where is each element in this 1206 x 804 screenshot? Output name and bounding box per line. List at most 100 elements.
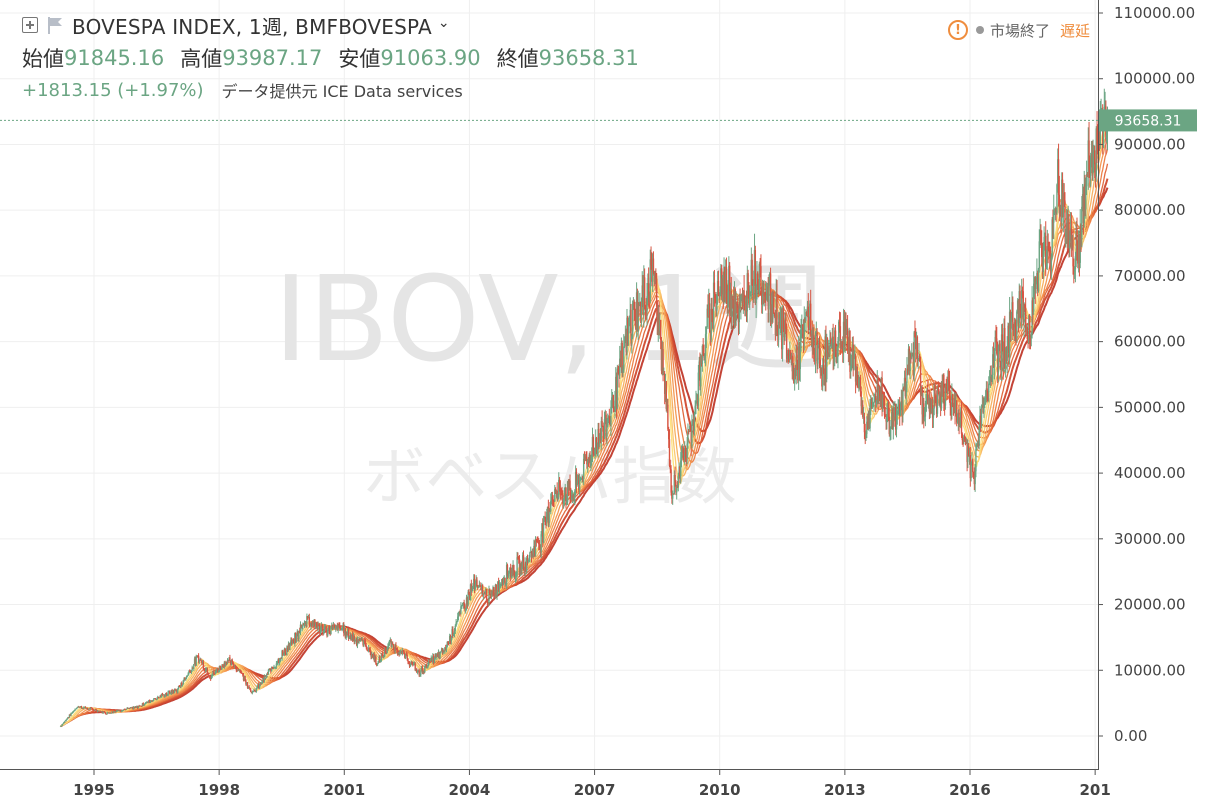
candle-body — [1050, 257, 1053, 271]
candle-body — [314, 619, 316, 629]
candle-body — [75, 708, 77, 710]
candle-body — [336, 626, 339, 631]
candle-body — [124, 708, 126, 710]
candle-body — [1023, 304, 1025, 323]
candle-body — [768, 285, 770, 310]
candle-body — [258, 683, 260, 688]
candle-body — [976, 445, 978, 449]
candle-body — [515, 574, 517, 577]
candle-body — [347, 628, 350, 639]
candle-body — [268, 669, 270, 671]
x-axis-ticks[interactable]: 1995 1998 2001 2004 2007 2010 2013 2016 201 — [73, 770, 1111, 799]
candle-body — [834, 330, 837, 357]
candle-body — [961, 433, 963, 441]
candle-body — [823, 372, 826, 385]
candle-body — [538, 544, 541, 548]
candle-body — [210, 676, 213, 679]
candle-body — [106, 712, 108, 715]
candle-body — [432, 655, 435, 663]
candle-body — [111, 711, 113, 713]
candle-body — [1065, 222, 1068, 233]
delayed-label[interactable]: 遅延 — [1059, 21, 1090, 40]
candle-body — [444, 647, 446, 653]
candle-body — [747, 273, 749, 290]
y-axis-ticks[interactable]: 110000.00 100000.00 90000.00 80000.00 70000.… — [1098, 4, 1195, 745]
candle-body — [777, 331, 779, 335]
candle-body — [915, 336, 918, 350]
candle-body — [568, 480, 570, 491]
candle-body — [479, 585, 481, 587]
close-value: 93658.31 — [538, 46, 639, 70]
candle-body — [851, 344, 854, 365]
candle-body — [1002, 341, 1004, 372]
candle-body — [104, 711, 106, 713]
candle-body — [552, 499, 554, 501]
candle-body — [1049, 255, 1052, 271]
candle-body — [392, 644, 395, 648]
candle-body — [197, 655, 200, 662]
candle-body — [350, 635, 352, 641]
candle-body — [109, 712, 112, 714]
candle-body — [923, 416, 926, 418]
chevron-down-icon[interactable]: ⌄ — [437, 15, 450, 31]
candle-body — [978, 427, 980, 447]
candle-body — [1048, 249, 1050, 251]
candle-body — [325, 626, 327, 632]
candle-body — [1012, 302, 1014, 331]
candle-body — [1068, 222, 1070, 249]
candle-body — [655, 278, 658, 307]
candle-body — [860, 391, 862, 407]
candle-body — [188, 670, 190, 674]
candle-body — [308, 617, 311, 625]
candle-body — [673, 474, 676, 495]
candle-body — [1046, 246, 1049, 257]
candle-body — [950, 405, 952, 416]
candle-body — [171, 690, 173, 694]
candle-body — [849, 330, 851, 372]
candle-body — [648, 294, 651, 302]
candle-body — [698, 361, 700, 373]
candle-body — [432, 655, 434, 663]
candle-body — [161, 693, 164, 696]
candle-body — [61, 724, 63, 726]
high-label: 高値 — [180, 47, 223, 71]
candle-body — [718, 295, 720, 297]
candle-body — [132, 707, 134, 709]
candle-body — [646, 296, 648, 313]
candle-body — [424, 666, 426, 672]
low-value: 91063.90 — [380, 46, 481, 70]
candle-body — [484, 592, 486, 595]
candle-body — [531, 553, 534, 558]
candle-body — [489, 594, 492, 596]
candle-body — [317, 625, 319, 629]
candle-body — [93, 710, 96, 712]
warning-icon[interactable]: ! — [947, 20, 968, 40]
candle-body — [448, 636, 451, 644]
candle-body — [115, 711, 117, 713]
candle-body — [644, 306, 647, 310]
candle-body — [1007, 325, 1009, 348]
candle-body — [722, 278, 724, 295]
symbol-title[interactable]: BOVESPA INDEX, 1週, BMFBOVESPA — [72, 14, 432, 39]
candle-body — [199, 659, 201, 661]
collapse-icon[interactable] — [22, 17, 38, 33]
watermark-symbol: IBOV, 1週 — [273, 250, 826, 388]
candle-body — [1032, 300, 1034, 312]
candle-body — [355, 639, 357, 641]
candle-body — [137, 705, 140, 709]
candle-body — [917, 358, 919, 360]
candle-body — [160, 695, 162, 697]
candle-body — [876, 378, 878, 401]
candle-body — [316, 624, 319, 629]
candle-body — [214, 671, 217, 675]
candle-body — [416, 671, 419, 673]
candle-body — [1088, 140, 1090, 170]
candle-body — [63, 722, 65, 724]
candle-body — [1085, 174, 1088, 187]
low-label: 安値 — [338, 47, 381, 71]
candle-body — [1097, 144, 1099, 147]
candle-body — [663, 373, 666, 394]
candle-body — [935, 398, 937, 402]
candle-body — [504, 577, 506, 585]
